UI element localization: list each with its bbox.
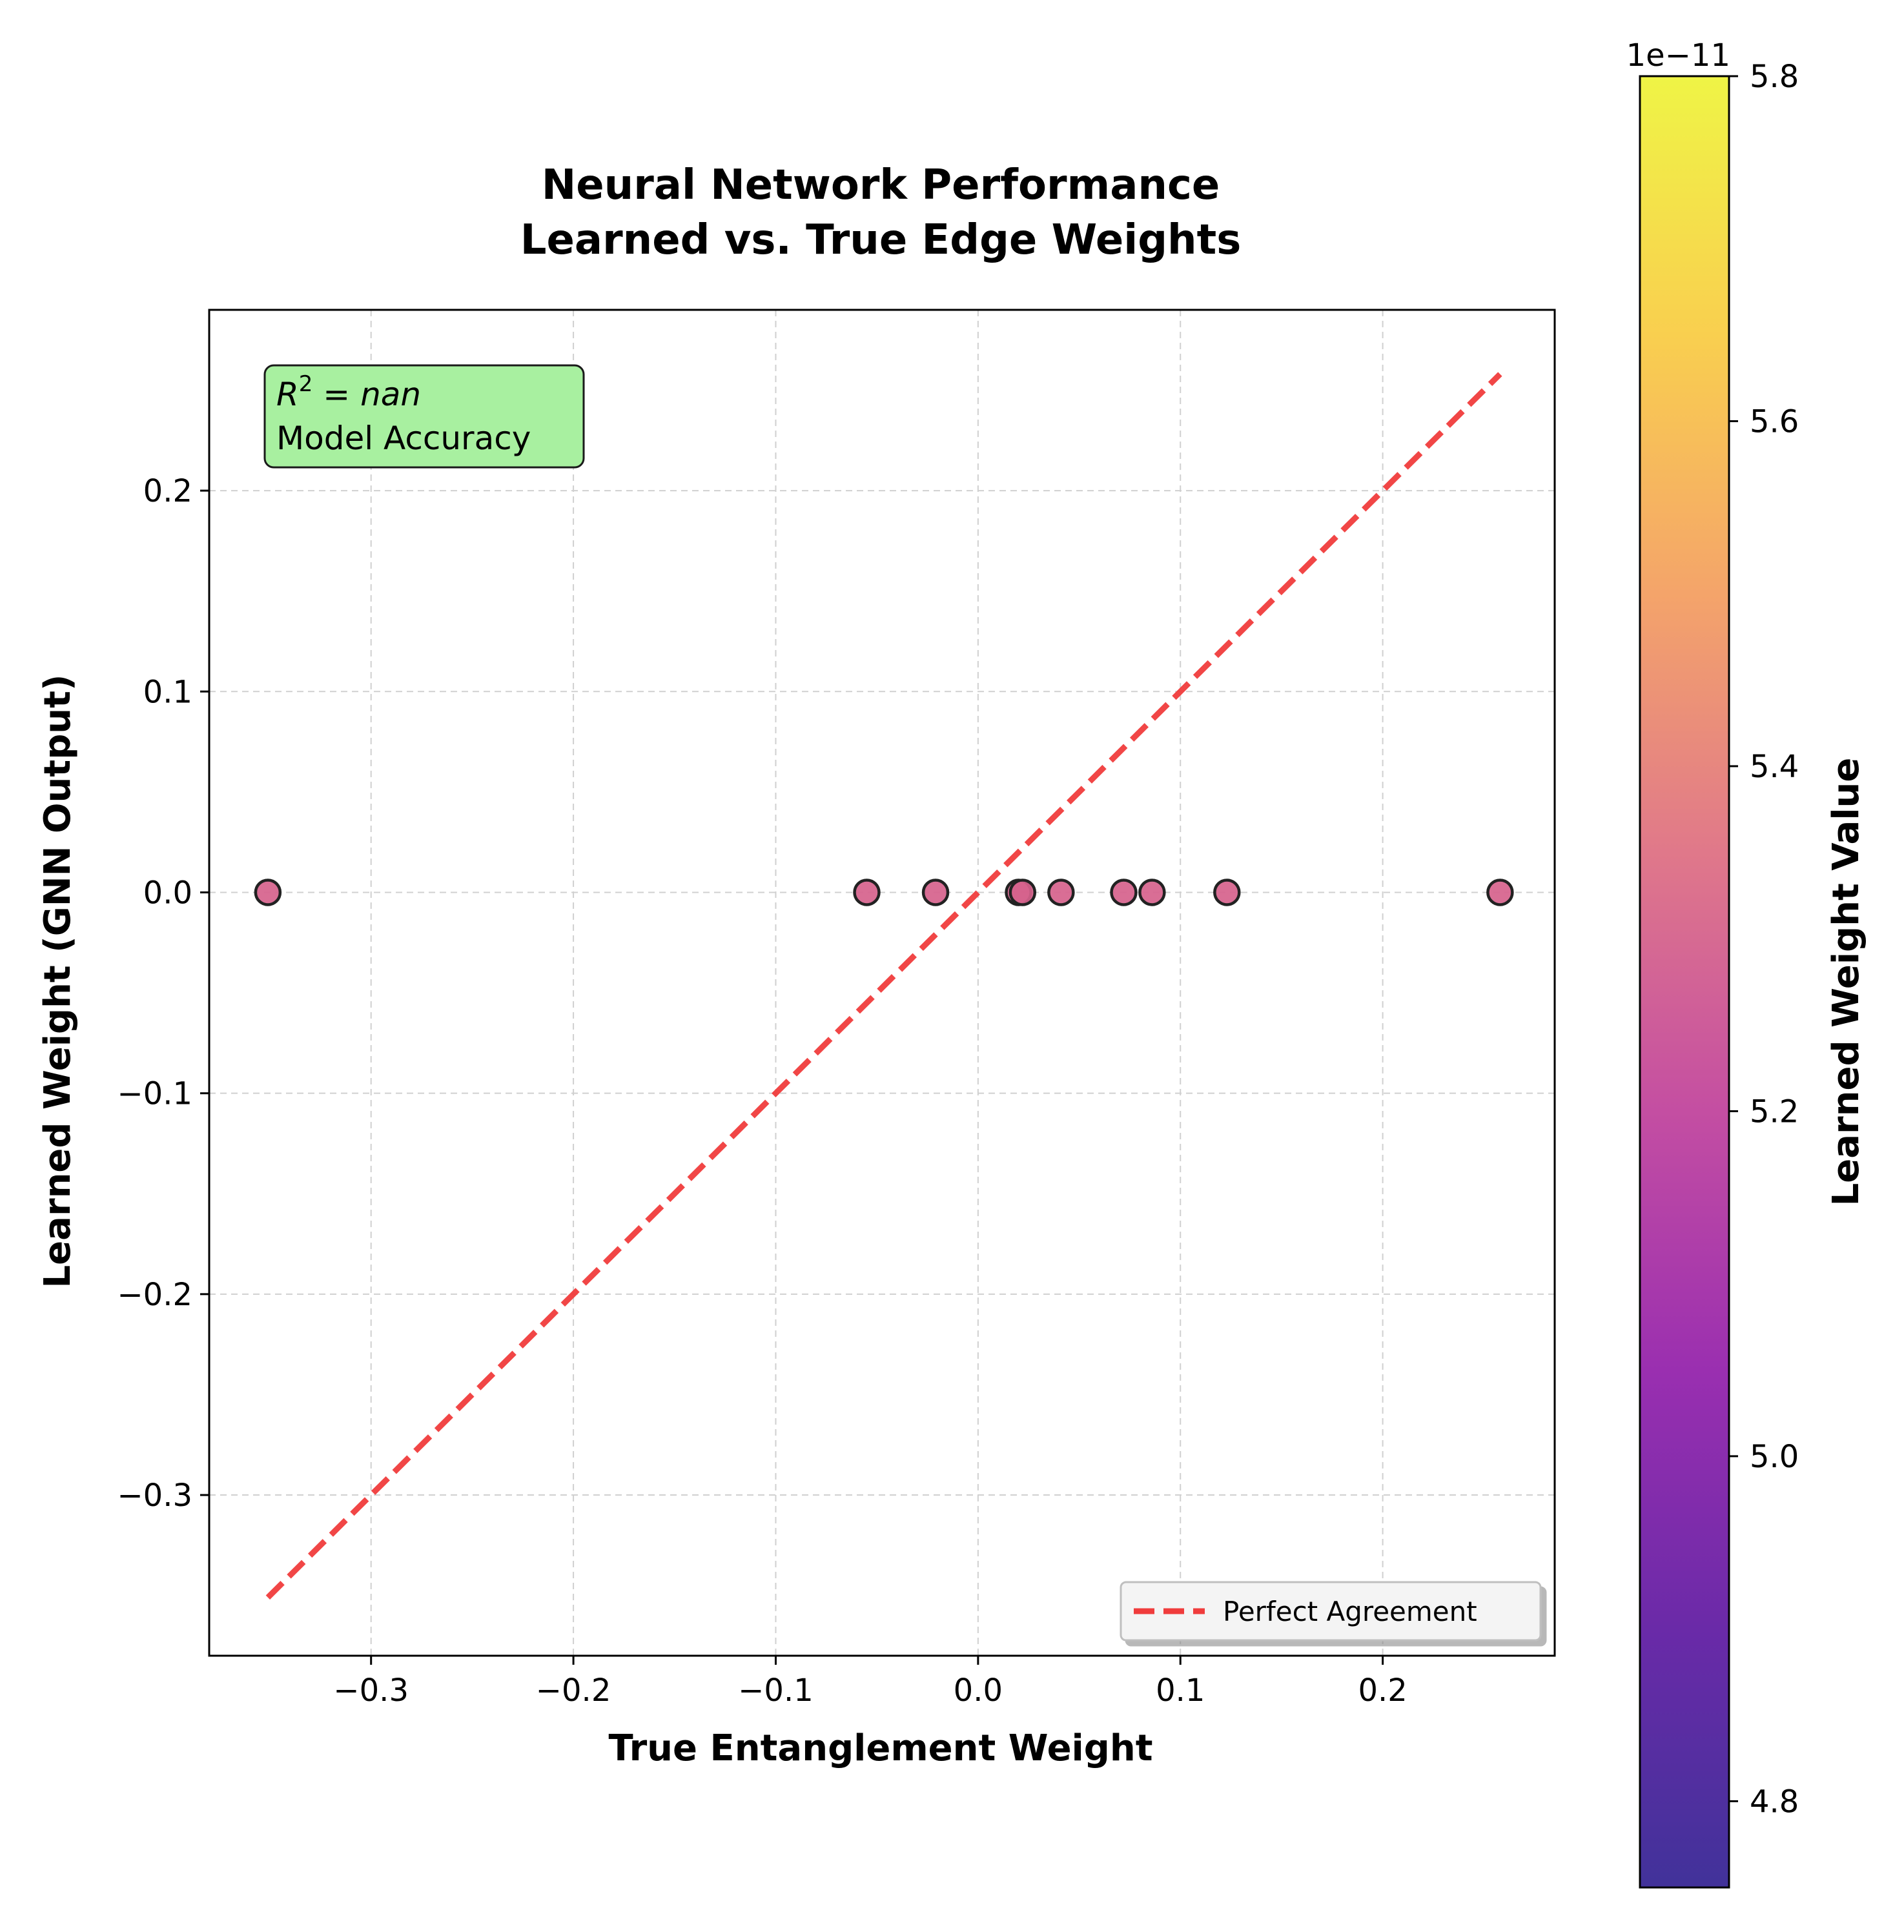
x-tick-label: 0.2 xyxy=(1358,1673,1407,1709)
x-axis-label: True Entanglement Weight xyxy=(609,1727,1153,1769)
colorbar-ticks: 4.8 5.0 5.2 5.4 5.6 5.8 xyxy=(1729,59,1799,1820)
y-axis-ticks: 0.2 0.1 0.0 −0.1 −0.2 −0.3 xyxy=(117,473,209,1514)
colorbar-tick-label: 5.6 xyxy=(1750,403,1799,440)
scatter-point xyxy=(1008,879,1037,906)
x-tick-label: −0.3 xyxy=(333,1673,409,1709)
scatter-point xyxy=(921,879,950,906)
r-squared-annotation: R2 = nan Model Accuracy xyxy=(263,364,585,469)
legend-box xyxy=(1120,1581,1542,1642)
colorbar-label: Learned Weight Value xyxy=(1825,758,1867,1206)
chart-title-line-2: Learned vs. True Edge Weights xyxy=(520,216,1242,264)
colorbar-gradient xyxy=(1639,75,1730,1889)
x-tick-label: 0.0 xyxy=(954,1673,1003,1709)
y-tick-label: −0.2 xyxy=(117,1277,192,1313)
perfect-agreement-line xyxy=(265,372,1502,1600)
colorbar-multiplier: 1e−11 xyxy=(1626,37,1730,74)
x-tick-label: −0.2 xyxy=(536,1673,611,1709)
y-tick-label: 0.2 xyxy=(143,473,192,509)
colorbar: 4.8 5.0 5.2 5.4 5.6 5.8 1e−11 Learned Weight … xyxy=(1626,37,1867,1889)
annotation-box xyxy=(263,364,585,469)
scatter-point xyxy=(1047,879,1075,906)
reference-line-layer xyxy=(265,372,1502,1600)
annotation-math-superscript: 2 xyxy=(299,371,313,397)
scatter-point xyxy=(1486,879,1514,906)
annotation-math-value: = nan xyxy=(312,376,421,413)
annotation-r-squared: R2 = nan xyxy=(276,371,421,413)
y-tick-label: 0.0 xyxy=(143,875,192,911)
plot-frame xyxy=(208,309,1556,1657)
scatter-points xyxy=(254,879,1514,906)
scatter-point xyxy=(1213,879,1241,906)
colorbar-tick-label: 4.8 xyxy=(1750,1784,1799,1820)
legend-label-perfect-agreement: Perfect Agreement xyxy=(1223,1596,1477,1627)
colorbar-tick-label: 5.4 xyxy=(1750,749,1799,785)
x-axis-ticks: −0.3 −0.2 −0.1 0.0 0.1 0.2 xyxy=(333,1656,1408,1709)
chart-title-line-1: Neural Network Performance xyxy=(542,161,1220,209)
colorbar-tick-label: 5.2 xyxy=(1750,1093,1799,1130)
x-tick-label: 0.1 xyxy=(1156,1673,1205,1709)
grid-lines xyxy=(209,310,1555,1656)
annotation-model-accuracy: Model Accuracy xyxy=(276,420,531,457)
y-tick-label: 0.1 xyxy=(143,674,192,710)
y-axis-label: Learned Weight (GNN Output) xyxy=(37,674,79,1288)
scatter-point xyxy=(853,879,881,906)
colorbar-tick-label: 5.0 xyxy=(1750,1439,1799,1475)
colorbar-tick-label: 5.8 xyxy=(1750,59,1799,95)
y-tick-label: −0.1 xyxy=(117,1076,192,1112)
annotation-math-symbol: R xyxy=(276,376,299,413)
scatter-point xyxy=(254,879,282,906)
y-tick-label: −0.3 xyxy=(117,1478,192,1514)
legend: Perfect Agreement xyxy=(1120,1581,1542,1642)
scatter-point xyxy=(1138,879,1166,906)
x-tick-label: −0.1 xyxy=(738,1673,814,1709)
scatter-point xyxy=(1110,879,1138,906)
